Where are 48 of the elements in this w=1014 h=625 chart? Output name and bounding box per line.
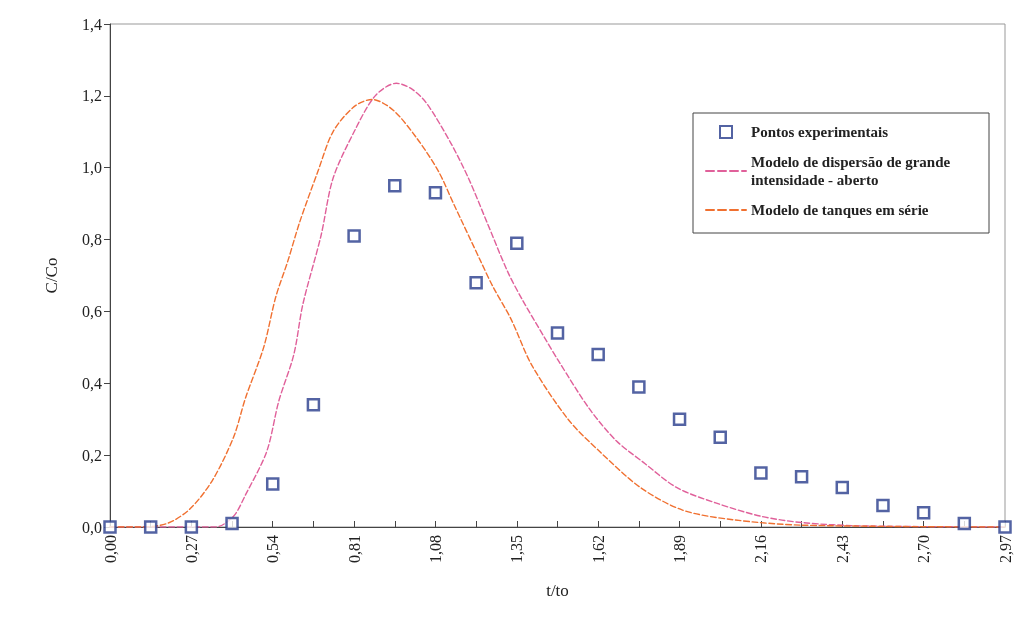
point [632,380,646,394]
point [184,520,199,534]
point [388,178,402,193]
point [510,236,524,250]
point [957,516,972,531]
y-tick-label: 1,2 [82,87,102,105]
point [347,229,361,243]
x-tick-label: 1,08 [426,535,444,563]
y-tick-label: 1,0 [82,159,102,177]
x-tick-label: 2,70 [915,535,933,563]
x-tick-label: 2,43 [833,535,851,563]
x-tick-label: 0,81 [345,535,363,563]
x-tick-label: 0,00 [101,535,119,563]
x-tick-label: 1,62 [589,535,607,563]
legend-label: Modelo de tanques em série [751,202,929,218]
x-tick-label: 1,89 [671,535,689,563]
x-tick-label: 0,54 [264,535,282,563]
point [794,469,809,484]
point [103,520,117,534]
x-tick-label: 2,16 [752,535,770,563]
point [306,398,321,412]
y-tick-label: 0,8 [82,231,102,249]
point [713,430,727,444]
point [265,477,280,491]
point [143,520,158,534]
point [835,480,850,495]
y-tick-label: 0,6 [82,302,102,320]
point [876,498,890,513]
point [998,520,1012,534]
y-tick-label: 0,4 [82,374,102,392]
point [225,516,239,531]
point [916,505,931,520]
x-tick-label: 0,27 [182,535,200,563]
y-tick-label: 0,2 [82,446,102,464]
legend-label: Pontos experimentais [751,124,889,140]
point [591,347,605,362]
x-tick-label: 1,35 [508,535,526,563]
y-tick-label: 1,4 [82,15,102,33]
y-axis-title: C/Co [42,257,61,294]
point [469,275,483,290]
x-tick-label: 2,97 [996,535,1014,563]
point [428,186,443,200]
y-tick-label: 0,0 [82,518,102,536]
point [672,412,687,426]
point [754,466,768,480]
x-axis-title: t/to [546,581,569,600]
point [550,326,565,340]
legend-label: Modelo de dispersão de grande intensidade - aberto [751,154,954,188]
